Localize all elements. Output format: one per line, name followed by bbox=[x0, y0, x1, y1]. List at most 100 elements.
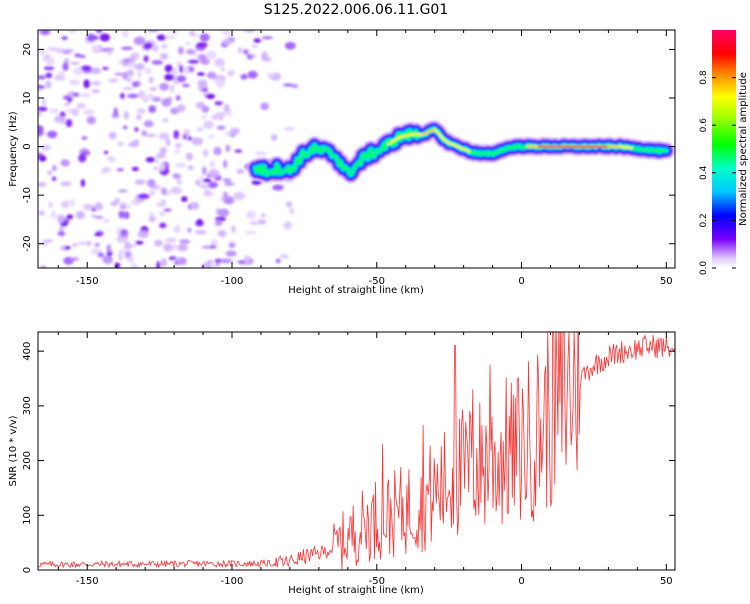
noise-blob bbox=[145, 157, 156, 163]
x-tick-label: 0 bbox=[518, 276, 524, 287]
noise-blob bbox=[148, 216, 157, 222]
noise-blob bbox=[73, 67, 83, 76]
noise-blob bbox=[89, 80, 102, 86]
noise-blob bbox=[118, 202, 127, 207]
noise-blob bbox=[169, 84, 175, 93]
noise-blob bbox=[104, 150, 109, 155]
noise-blob bbox=[70, 108, 80, 116]
noise-blob bbox=[83, 79, 91, 89]
noise-blob bbox=[60, 201, 69, 208]
noise-blob bbox=[243, 30, 256, 33]
ridge-peak-segment bbox=[456, 145, 471, 153]
noise-blob bbox=[47, 170, 53, 175]
noise-blob bbox=[91, 89, 100, 94]
noise-blob bbox=[289, 207, 295, 215]
noise-blob bbox=[134, 179, 146, 185]
ridge-peak-segment bbox=[398, 133, 413, 138]
noise-blob bbox=[223, 196, 235, 205]
noise-blob bbox=[250, 54, 257, 58]
colorbar-tick-label: 0.8 bbox=[699, 70, 709, 85]
noise-blob bbox=[154, 157, 160, 164]
noise-blob bbox=[206, 50, 217, 60]
noise-blob bbox=[164, 73, 175, 81]
noise-blob bbox=[136, 108, 146, 114]
y-tick-label: -10 bbox=[22, 187, 33, 203]
noise-blob bbox=[261, 213, 266, 218]
noise-blob bbox=[107, 156, 116, 163]
noise-blob bbox=[128, 243, 138, 249]
noise-blob bbox=[177, 244, 189, 252]
noise-blob bbox=[65, 118, 73, 128]
noise-blob bbox=[171, 67, 178, 76]
noise-blob bbox=[159, 222, 167, 229]
spectrogram-ylabel: Frequency (Hz) bbox=[8, 111, 19, 187]
noise-blob bbox=[44, 239, 54, 243]
noise-blob bbox=[122, 86, 134, 91]
noise-blob bbox=[131, 166, 139, 172]
noise-blob bbox=[83, 109, 95, 116]
noise-blob bbox=[41, 144, 51, 151]
noise-blob bbox=[82, 203, 95, 211]
noise-blob bbox=[120, 92, 125, 99]
noise-blob bbox=[182, 66, 190, 75]
noise-blob bbox=[67, 91, 76, 98]
noise-blob bbox=[196, 72, 205, 76]
noise-blob bbox=[189, 201, 200, 210]
noise-blob bbox=[103, 218, 109, 224]
noise-blob bbox=[215, 80, 226, 88]
noise-blob bbox=[122, 30, 129, 38]
noise-blob bbox=[134, 63, 145, 71]
colorbar-label: Normalized spectral amplitude bbox=[738, 72, 749, 226]
colorbar: 0.0 0.2 0.4 0.6 0.8 Normalized spectral ampl… bbox=[699, 30, 749, 275]
noise-blob bbox=[46, 130, 58, 139]
noise-blob bbox=[197, 218, 202, 224]
noise-blob bbox=[245, 210, 257, 220]
noise-blob bbox=[170, 244, 179, 251]
noise-blob bbox=[116, 168, 125, 172]
noise-blob bbox=[62, 62, 69, 72]
snr-frame bbox=[37, 331, 676, 571]
noise-blob bbox=[191, 137, 204, 146]
noise-blob bbox=[163, 208, 172, 212]
noise-blob bbox=[143, 42, 154, 50]
noise-blob bbox=[149, 87, 158, 91]
y-tick-label: 200 bbox=[22, 451, 33, 470]
noise-blob bbox=[159, 53, 169, 60]
noise-blob bbox=[215, 262, 220, 267]
noise-blob bbox=[120, 229, 129, 236]
colorbar-gradient bbox=[712, 30, 736, 268]
noise-blob bbox=[132, 81, 139, 88]
noise-blob bbox=[149, 185, 161, 190]
noise-blob bbox=[230, 127, 240, 135]
noise-blob bbox=[275, 258, 281, 264]
noise-blob bbox=[106, 244, 112, 253]
noise-blob bbox=[38, 88, 42, 92]
noise-blob bbox=[123, 58, 131, 64]
noise-blob bbox=[283, 126, 295, 132]
noise-blob bbox=[220, 67, 226, 72]
noise-blob bbox=[208, 134, 215, 139]
noise-blob bbox=[86, 33, 96, 42]
noise-blob bbox=[111, 112, 120, 119]
noise-blob bbox=[123, 110, 129, 120]
noise-blob bbox=[39, 48, 46, 56]
signal-ridge bbox=[246, 120, 675, 184]
noise-blob bbox=[225, 250, 237, 257]
noise-blob bbox=[66, 214, 74, 220]
noise-blob bbox=[91, 44, 101, 52]
noise-blob bbox=[90, 67, 102, 75]
noise-blob bbox=[122, 71, 128, 80]
noise-blob bbox=[85, 241, 92, 246]
noise-blob bbox=[61, 36, 68, 40]
noise-blob bbox=[108, 131, 117, 140]
noise-blob bbox=[258, 219, 267, 225]
noise-blob bbox=[51, 176, 57, 182]
noise-blob bbox=[205, 93, 216, 100]
noise-blob bbox=[113, 107, 118, 116]
noise-blob bbox=[145, 68, 152, 75]
noise-blob bbox=[255, 151, 267, 156]
noise-blob bbox=[175, 162, 187, 168]
noise-blob bbox=[114, 72, 123, 76]
snr-xlabel: Height of straight line (km) bbox=[288, 585, 424, 596]
